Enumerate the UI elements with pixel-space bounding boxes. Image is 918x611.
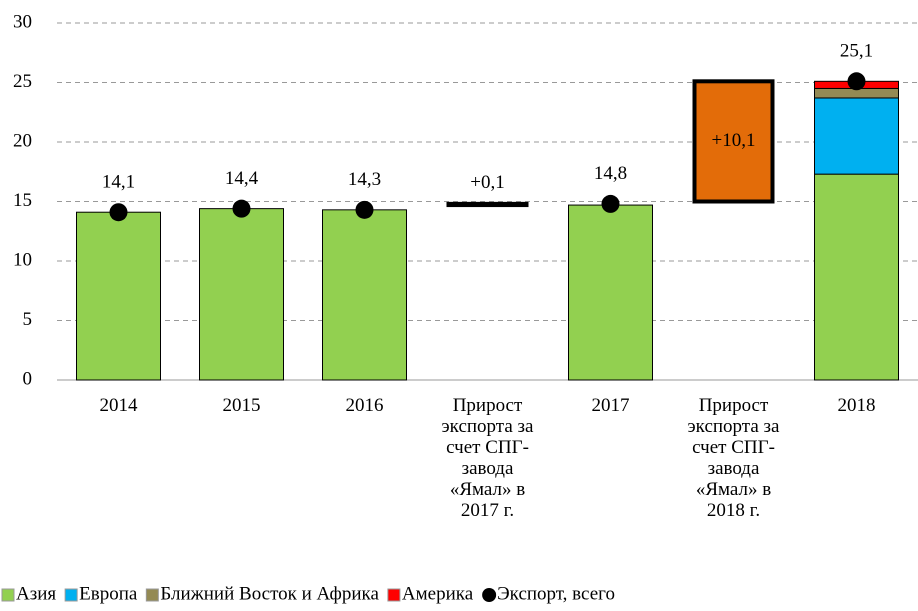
x-tick-line: 2018 г.: [707, 500, 760, 521]
x-tick-label: 2014: [100, 395, 139, 416]
y-tick-label: 20: [13, 130, 32, 151]
legend-label: Азия: [16, 583, 56, 604]
legend-swatch: [1, 588, 15, 602]
total-label: 14,1: [102, 172, 135, 193]
x-tick-line: завода: [462, 458, 514, 479]
bar-segment: [568, 204, 653, 381]
legend-label: Экспорт, всего: [497, 583, 615, 604]
x-tick-line: 2017: [592, 395, 630, 416]
y-tick-label: 15: [13, 190, 32, 211]
x-tick-line: Прирост: [699, 395, 769, 416]
bar-segment: [76, 211, 161, 381]
total-label: 14,4: [225, 168, 259, 189]
increment-label: +0,1: [470, 172, 504, 193]
total-label: 14,3: [348, 169, 381, 190]
legend-marker: [482, 588, 497, 602]
total-marker: [355, 200, 374, 219]
y-tick-label: 5: [23, 309, 33, 330]
x-tick-line: экспорта за: [688, 416, 780, 437]
x-tick-line: Прирост: [453, 395, 523, 416]
bar-segment: [322, 209, 407, 381]
x-tick-line: «Ямал» в: [450, 479, 525, 500]
y-tick-label: 10: [13, 249, 32, 270]
x-tick-line: 2018: [838, 395, 876, 416]
x-tick-line: счет СПГ-: [446, 437, 529, 458]
increment-bar: [446, 201, 529, 208]
bar-segment: [814, 173, 899, 381]
legend-label: Европа: [79, 583, 138, 604]
total-marker: [109, 203, 128, 222]
increment-bar: [692, 79, 775, 204]
x-tick-label: 2015: [223, 395, 261, 416]
x-tick-line: завода: [708, 458, 760, 479]
legend-swatch: [145, 588, 159, 602]
y-tick-label: 30: [13, 11, 32, 32]
bar-segment: [814, 97, 899, 175]
x-tick-line: счет СПГ-: [692, 437, 775, 458]
x-tick-label: 2018: [838, 395, 876, 416]
legend-swatch: [64, 588, 78, 602]
total-marker: [601, 194, 620, 213]
x-tick-label: 2016: [346, 395, 384, 416]
x-tick-line: 2014: [100, 395, 139, 416]
x-tick-label: 2017: [592, 395, 630, 416]
total-label: 25,1: [840, 41, 873, 62]
x-tick-label: Прирост экспорта за счет СПГ-завода «Ямал» …: [442, 395, 534, 521]
legend-swatch: [387, 588, 401, 602]
total-label: 14,8: [594, 163, 627, 184]
y-tick-label: 25: [13, 71, 32, 92]
total-marker: [847, 72, 866, 91]
legend-label: Америка: [402, 583, 474, 604]
x-tick-line: 2015: [223, 395, 261, 416]
y-tick-label: 0: [23, 368, 33, 389]
increment-label: +10,1: [712, 130, 756, 151]
total-marker: [232, 199, 251, 218]
x-tick-line: 2017 г.: [461, 500, 514, 521]
x-tick-line: экспорта за: [442, 416, 534, 437]
legend-label: Ближний Восток и Африка: [160, 583, 379, 604]
x-tick-label: Прирост экспорта за счет СПГ-завода «Ямал» …: [688, 395, 780, 521]
bar-segment: [199, 208, 284, 381]
x-tick-line: 2016: [346, 395, 384, 416]
x-tick-line: «Ямал» в: [696, 479, 771, 500]
